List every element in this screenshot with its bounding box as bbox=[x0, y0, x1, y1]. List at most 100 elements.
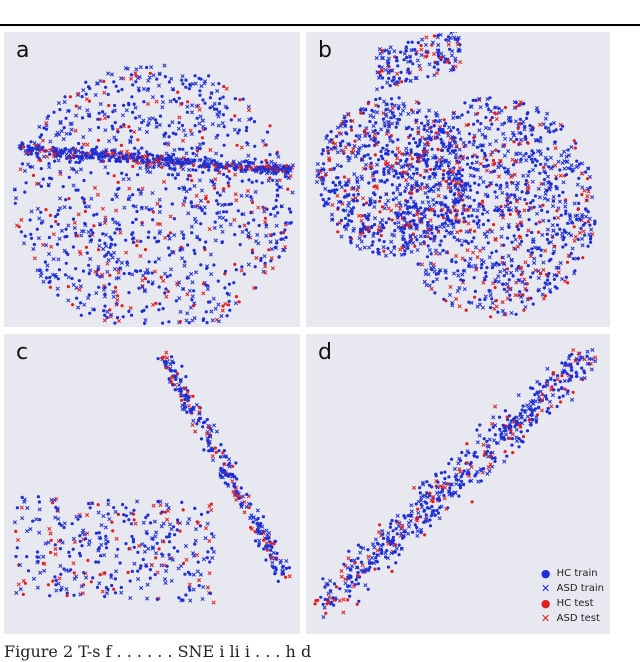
data-point bbox=[496, 208, 501, 212]
data-point bbox=[380, 56, 386, 61]
data-point bbox=[587, 232, 592, 237]
data-point bbox=[56, 212, 60, 216]
data-point bbox=[559, 400, 563, 404]
data-point bbox=[370, 542, 376, 547]
data-point bbox=[53, 575, 57, 579]
data-point bbox=[534, 164, 538, 168]
data-point bbox=[400, 525, 405, 530]
data-point bbox=[446, 171, 450, 175]
data-point bbox=[283, 245, 288, 250]
data-point bbox=[242, 499, 247, 505]
data-point bbox=[104, 586, 108, 590]
data-point bbox=[41, 242, 46, 247]
data-point bbox=[81, 88, 86, 93]
data-point bbox=[554, 177, 558, 181]
data-point bbox=[269, 247, 274, 252]
data-point bbox=[188, 128, 193, 133]
data-point bbox=[192, 289, 196, 293]
data-point bbox=[433, 213, 437, 217]
data-point bbox=[53, 543, 57, 547]
data-point bbox=[89, 154, 93, 158]
data-point bbox=[540, 397, 545, 402]
data-point bbox=[446, 131, 450, 135]
data-point bbox=[224, 164, 229, 169]
data-point bbox=[68, 132, 72, 136]
data-point bbox=[436, 187, 441, 192]
data-point bbox=[373, 537, 379, 542]
data-point bbox=[450, 179, 454, 183]
data-point bbox=[277, 255, 281, 259]
data-point bbox=[206, 510, 210, 514]
data-point bbox=[531, 418, 535, 422]
data-point bbox=[407, 141, 411, 145]
data-point bbox=[233, 97, 237, 101]
data-point bbox=[350, 211, 354, 216]
data-point bbox=[576, 207, 580, 212]
data-point bbox=[234, 198, 239, 203]
data-point bbox=[251, 285, 257, 290]
data-point bbox=[140, 283, 145, 288]
data-point bbox=[206, 443, 211, 448]
data-point bbox=[333, 183, 338, 187]
data-point bbox=[23, 234, 27, 238]
data-point bbox=[450, 219, 454, 223]
data-point bbox=[234, 497, 239, 502]
data-point bbox=[96, 510, 101, 515]
data-point bbox=[372, 216, 378, 221]
data-point bbox=[449, 491, 454, 496]
data-point bbox=[557, 194, 561, 198]
data-point bbox=[448, 284, 453, 289]
data-point bbox=[178, 377, 183, 382]
data-point bbox=[171, 161, 175, 165]
data-point bbox=[400, 152, 404, 156]
data-point bbox=[268, 232, 273, 237]
data-point bbox=[371, 129, 376, 134]
data-point bbox=[556, 374, 560, 378]
data-point bbox=[441, 176, 445, 180]
data-point bbox=[388, 45, 393, 50]
data-point bbox=[245, 141, 249, 145]
data-point bbox=[579, 226, 583, 230]
data-point bbox=[242, 223, 247, 228]
data-point bbox=[476, 119, 480, 123]
data-point bbox=[179, 230, 184, 235]
data-point bbox=[239, 145, 244, 150]
data-point bbox=[48, 276, 52, 280]
data-point bbox=[253, 157, 257, 161]
data-point bbox=[390, 102, 394, 106]
data-point bbox=[523, 198, 527, 202]
data-point bbox=[374, 103, 379, 108]
data-point bbox=[450, 259, 454, 263]
data-point bbox=[396, 117, 400, 121]
data-point bbox=[74, 267, 78, 271]
data-point bbox=[448, 47, 452, 51]
data-point bbox=[465, 156, 470, 160]
data-point bbox=[418, 486, 422, 490]
data-point bbox=[415, 58, 420, 63]
data-point bbox=[544, 188, 549, 193]
data-point bbox=[85, 142, 90, 147]
data-point bbox=[77, 279, 81, 283]
data-point bbox=[185, 521, 190, 526]
data-point bbox=[88, 256, 93, 262]
data-point bbox=[204, 310, 208, 314]
data-point bbox=[14, 554, 18, 559]
data-point bbox=[338, 124, 343, 129]
data-point bbox=[93, 269, 98, 274]
data-point bbox=[74, 113, 79, 118]
data-point bbox=[431, 494, 436, 499]
data-point bbox=[184, 85, 188, 89]
data-point bbox=[156, 83, 161, 88]
data-point bbox=[515, 137, 519, 141]
data-point bbox=[266, 165, 272, 170]
data-point bbox=[138, 166, 143, 171]
data-point bbox=[355, 187, 360, 193]
data-point bbox=[406, 531, 411, 536]
data-point bbox=[134, 67, 139, 72]
data-point bbox=[479, 266, 483, 270]
data-point bbox=[386, 152, 390, 156]
data-point bbox=[446, 38, 451, 43]
data-point bbox=[535, 413, 539, 417]
data-point bbox=[270, 266, 275, 271]
data-point bbox=[536, 275, 541, 280]
